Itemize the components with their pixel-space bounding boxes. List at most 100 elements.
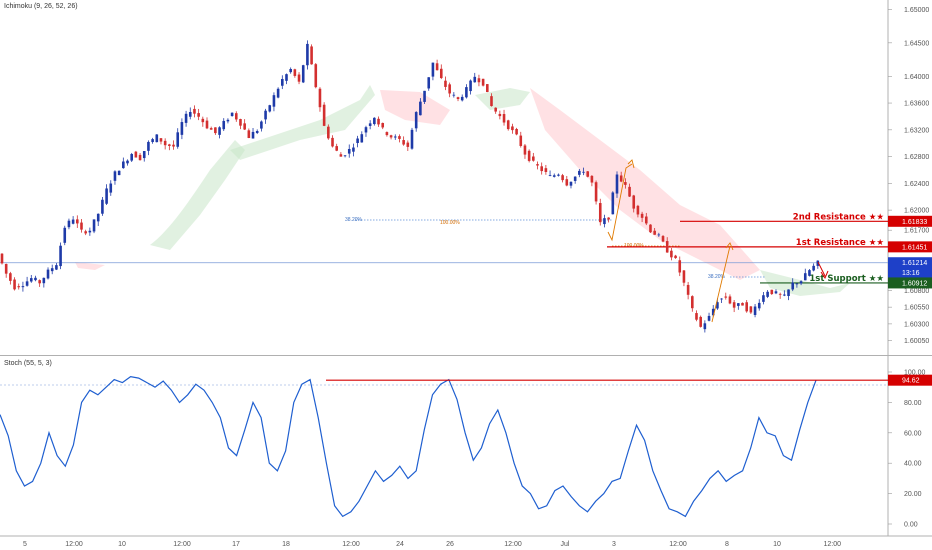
- candle-body: [159, 138, 163, 142]
- candle-body: [808, 270, 811, 276]
- candle-body: [724, 296, 728, 298]
- candle-body: [234, 113, 238, 120]
- fib-label-1: 100.00%: [440, 220, 460, 226]
- candle-body: [113, 171, 117, 181]
- candle-body: [289, 69, 292, 73]
- candle-body: [611, 192, 615, 215]
- badge-2nd-resistance-text: 1.61833: [902, 219, 927, 226]
- badge-stoch-value-text: 94.62: [902, 378, 920, 385]
- candle-body: [155, 134, 159, 143]
- candle-body: [423, 90, 426, 102]
- candle-body: [134, 151, 138, 158]
- candle-body: [741, 302, 744, 306]
- time-axis: 5 12:00 10 12:00 17 18 12:00 24 26 12:00 Jul 3 12:00…: [23, 541, 841, 548]
- candle-body: [335, 146, 338, 151]
- cloud-bullish-1: [230, 85, 375, 160]
- candle-body: [84, 231, 87, 234]
- candle-body: [322, 104, 326, 126]
- candle-body: [649, 224, 652, 233]
- candle-body: [347, 148, 351, 154]
- candle-body: [644, 216, 648, 224]
- candle-body: [456, 97, 460, 100]
- candle-body: [540, 166, 543, 172]
- candle-body: [373, 117, 376, 125]
- candle-body: [582, 171, 585, 173]
- badge-countdown-text: 13:16: [902, 270, 920, 277]
- candle-body: [239, 119, 242, 126]
- stoch-indicator-label[interactable]: Stoch (55, 5, 3): [4, 360, 52, 367]
- candle-body: [452, 94, 456, 96]
- badge-1st-support-text: 1.60912: [902, 280, 927, 287]
- time-tick-label: 12:00: [669, 541, 687, 548]
- candle-body: [0, 253, 4, 264]
- fib-label-0: 38.20%: [345, 217, 363, 223]
- candle-body: [749, 306, 753, 313]
- candle-body: [364, 127, 368, 133]
- candle-body: [578, 170, 581, 175]
- badge-stoch-value-bg: [888, 374, 932, 386]
- candle-body: [17, 286, 21, 288]
- candle-body: [481, 78, 485, 86]
- candle-body: [720, 298, 723, 300]
- candle-body: [243, 123, 246, 130]
- candle-body: [176, 132, 180, 147]
- candle-body: [180, 122, 184, 135]
- price-tick-label: 1.62800: [904, 154, 929, 161]
- candle-body: [695, 313, 698, 320]
- candle-body: [598, 203, 602, 223]
- badge-current-price-text: 1.61214: [902, 260, 927, 267]
- ichimoku-indicator-label[interactable]: Ichimoku (9, 26, 52, 26): [4, 3, 78, 10]
- candle-body: [356, 138, 359, 144]
- candle-body: [816, 260, 820, 266]
- candle-body: [163, 140, 167, 146]
- candle-body: [762, 295, 765, 302]
- candle-body: [352, 147, 355, 152]
- time-tick-label: 3: [612, 541, 616, 548]
- candle-body: [201, 118, 205, 123]
- candle-body: [619, 175, 623, 182]
- candle-body: [151, 139, 154, 143]
- candle-body: [737, 303, 740, 306]
- candle-body: [427, 77, 431, 89]
- price-tick-label: 1.60800: [904, 288, 929, 295]
- candle-body: [197, 113, 200, 117]
- badge-current-price-bg: [888, 257, 932, 269]
- candle-body: [670, 250, 673, 258]
- fib-label-2: 100.00%: [624, 243, 644, 249]
- candle-body: [812, 265, 815, 271]
- candle-body: [766, 291, 769, 297]
- candle-body: [615, 174, 619, 194]
- candlestick-series: [0, 40, 820, 333]
- candle-body: [260, 121, 263, 129]
- candle-body: [272, 95, 276, 107]
- candle-body: [469, 80, 472, 92]
- candle-body: [435, 63, 439, 71]
- candle-body: [398, 136, 401, 139]
- candle-body: [573, 176, 577, 181]
- candle-body: [745, 302, 748, 312]
- candle-body: [707, 315, 711, 321]
- badge-1st-resistance-bg: [888, 241, 932, 253]
- candle-body: [473, 76, 477, 83]
- candle-body: [38, 280, 41, 284]
- candle-body: [732, 302, 736, 308]
- candle-body: [565, 179, 569, 186]
- candle-body: [703, 323, 707, 330]
- time-tick-label: 26: [446, 541, 454, 548]
- candle-body: [607, 217, 610, 220]
- candle-body: [506, 120, 510, 130]
- time-tick-label: 12:00: [342, 541, 360, 548]
- candle-body: [519, 135, 523, 146]
- candle-body: [59, 245, 62, 267]
- level-lines: 2nd Resistance ★★ 1st Resistance ★★ 1st Su…: [0, 212, 888, 386]
- candle-body: [138, 154, 142, 161]
- price-tick-label: 1.61700: [904, 228, 929, 235]
- candle-body: [523, 145, 527, 155]
- time-tick-label: Jul: [561, 541, 570, 548]
- candle-body: [147, 141, 150, 151]
- time-tick-label: 24: [396, 541, 404, 548]
- arrow-head-down: [820, 270, 829, 280]
- candle-body: [716, 302, 719, 309]
- candle-body: [122, 161, 125, 169]
